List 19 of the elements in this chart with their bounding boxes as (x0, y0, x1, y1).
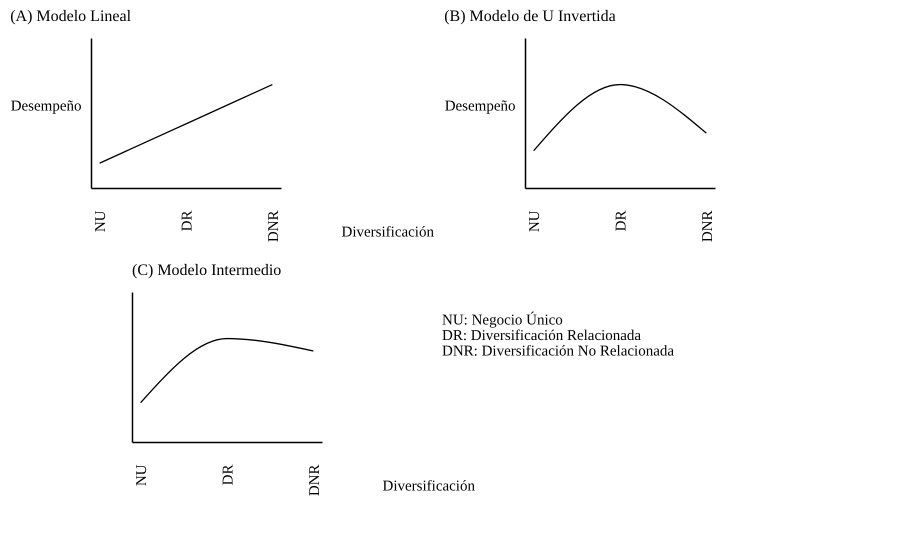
x-tick-label: NU (134, 464, 150, 486)
y-axis-title: Desempeño (444, 98, 516, 114)
x-tick-label: DR (220, 464, 236, 486)
x-tick-label: NU (93, 210, 110, 232)
chart-title: (A) Modelo Lineal (10, 8, 132, 25)
x-tick-label: DNR (700, 210, 716, 242)
x-axis-title: Diversificación (342, 224, 434, 240)
x-tick-label: DR (614, 210, 630, 232)
x-axis-title: Diversificación (382, 478, 476, 494)
chart-title: (B) Modelo de U Invertida (444, 8, 616, 25)
text: NU: Negocio Único (442, 312, 563, 329)
x-tick-label: DNR (306, 464, 323, 496)
text: DR: Diversificación Relacionada (442, 328, 642, 344)
x-tick-label: DNR (266, 210, 282, 242)
x-tick-label: NU (527, 210, 544, 232)
chart-title: (C) Modelo Intermedio (132, 262, 282, 279)
text: DNR: Diversificación No Relacionada (442, 343, 674, 360)
x-tick-label: DR (180, 210, 196, 232)
y-axis-title: Desempeño (10, 98, 82, 114)
